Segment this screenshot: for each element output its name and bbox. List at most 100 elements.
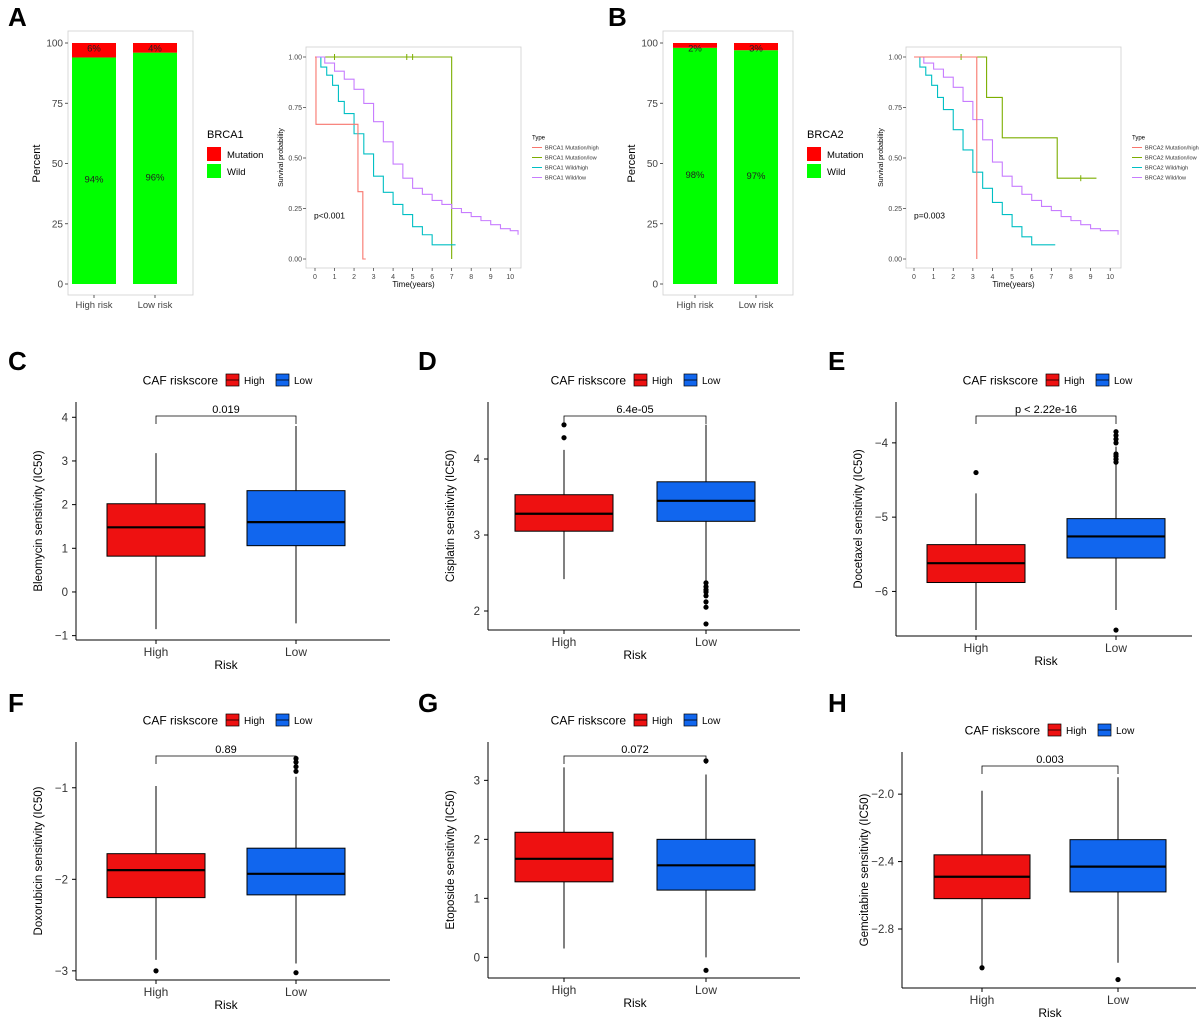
boxplot-d: CAF riskscore High Low 2 3 4 Cisplatin sensiti… xyxy=(445,374,800,662)
outlier-point xyxy=(703,580,709,586)
bar-chart-a: 0 25 50 75 100 Percent 94% 6% High risk 96% 4% Low … xyxy=(31,30,263,311)
y-tick-label: 75 xyxy=(52,99,64,110)
legend-swatch-wild xyxy=(207,164,221,178)
y-tick-label: 1 xyxy=(62,543,68,555)
outlier-point xyxy=(1113,436,1119,442)
x-tick-label: Low xyxy=(285,645,307,659)
significance-bracket xyxy=(981,765,1119,774)
x-tick-label: 10 xyxy=(506,274,514,281)
panel-letter-d: D xyxy=(418,346,437,376)
y-tick-label: 0.00 xyxy=(288,257,302,264)
y-tick-label: −2 xyxy=(55,874,68,886)
y-tick-label: 50 xyxy=(647,159,659,170)
box-high xyxy=(106,503,206,557)
legend-label-low: Low xyxy=(294,716,313,727)
x-tick-label: 1 xyxy=(932,274,936,281)
y-tick-label: 0.00 xyxy=(888,257,902,264)
x-tick-label: Low risk xyxy=(739,300,774,311)
y-tick-label: −5 xyxy=(875,512,888,524)
outlier-point xyxy=(703,967,709,973)
bar-mutation xyxy=(673,43,717,48)
y-tick-label: 1 xyxy=(474,893,480,905)
x-tick-label: 6 xyxy=(430,274,434,281)
x-tick-label: High xyxy=(144,645,169,659)
outlier-point xyxy=(1113,459,1119,465)
x-tick-label: Low xyxy=(285,985,307,999)
y-tick-label: 0 xyxy=(474,952,480,964)
p-value-label: 0.003 xyxy=(1036,754,1064,766)
legend-label-wild: Wild xyxy=(227,167,245,178)
y-tick-label: −1 xyxy=(55,631,68,643)
bar-chart-b: 0 25 50 75 100 Percent 98% 2% High risk 97% 3% Low … xyxy=(626,30,863,311)
x-axis-label: Risk xyxy=(214,658,238,672)
legend-label-low: Low xyxy=(294,376,313,387)
x-tick-label: 5 xyxy=(411,274,415,281)
y-tick-label: 0 xyxy=(57,280,63,291)
x-axis-label: Risk xyxy=(214,998,238,1012)
survival-curve xyxy=(914,56,1056,246)
bar-value-label-wild: 96% xyxy=(145,172,165,183)
y-axis-label: Percent xyxy=(31,145,43,183)
y-tick-label: 2 xyxy=(474,606,480,618)
y-tick-label: 100 xyxy=(641,39,658,50)
bar-mutation xyxy=(734,43,778,51)
y-axis-label: Etoposide sensitivity (IC50) xyxy=(445,790,457,930)
x-tick-label: 0 xyxy=(912,274,916,281)
legend-label-high: High xyxy=(244,376,265,387)
x-tick-label: 5 xyxy=(1010,274,1014,281)
y-tick-label: 3 xyxy=(62,456,68,468)
x-tick-label: 10 xyxy=(1106,274,1114,281)
bar-value-label-wild: 98% xyxy=(685,170,705,181)
legend-label-high: High xyxy=(652,716,673,727)
x-tick-label: High xyxy=(144,985,169,999)
x-tick-label: 3 xyxy=(971,274,975,281)
outlier-point xyxy=(561,422,567,428)
x-tick-label: High xyxy=(970,993,995,1007)
p-value-label: 6.4e-05 xyxy=(616,404,653,416)
legend-title: CAF riskscore xyxy=(965,724,1041,738)
panel-letter-h: H xyxy=(828,688,847,718)
p-value-annotation: p=0.003 xyxy=(914,211,945,221)
significance-bracket xyxy=(155,415,297,424)
x-tick-label: 4 xyxy=(391,274,395,281)
x-tick-label: 6 xyxy=(1030,274,1034,281)
panel-letter-a: A xyxy=(8,2,27,32)
outlier-point xyxy=(1113,432,1119,439)
bar-value-label-mutation: 6% xyxy=(87,44,101,55)
legend-label: BRCA2 Mutation/low xyxy=(1145,156,1198,162)
p-value-label: p < 2.22e-16 xyxy=(1015,404,1077,416)
box-low xyxy=(1066,518,1166,559)
panel-letter-e: E xyxy=(828,346,845,376)
x-tick-label: High risk xyxy=(76,300,113,311)
bar-value-label-mutation: 4% xyxy=(148,44,162,55)
legend-label: BRCA1 Mutation/low xyxy=(545,156,598,162)
legend-swatch-mutation xyxy=(207,147,221,161)
legend-label-low: Low xyxy=(702,716,721,727)
bar-value-label-wild: 94% xyxy=(84,175,104,186)
plot-frame xyxy=(662,30,794,296)
x-axis-label: Risk xyxy=(623,648,647,662)
x-tick-label: Low risk xyxy=(138,300,173,311)
x-tick-label: 8 xyxy=(469,274,473,281)
bar-value-label-mutation: 3% xyxy=(749,44,763,55)
survival-curve xyxy=(315,56,453,259)
plot-frame xyxy=(905,46,1122,269)
y-tick-label: 0 xyxy=(652,280,658,291)
legend-label: BRCA1 Wild/low xyxy=(545,176,587,182)
significance-bracket xyxy=(563,415,707,424)
y-axis-label: Bleomycin sensitivity (IC50) xyxy=(33,450,45,591)
x-tick-label: 7 xyxy=(1049,274,1053,281)
x-tick-label: 1 xyxy=(333,274,337,281)
bar-mutation xyxy=(72,43,116,58)
y-tick-label: −6 xyxy=(875,586,888,598)
legend-title: CAF riskscore xyxy=(551,714,627,728)
panel-letter-b: B xyxy=(608,2,627,32)
outlier-point xyxy=(1113,440,1119,446)
x-tick-label: Low xyxy=(695,635,717,649)
survival-curve xyxy=(914,56,1097,179)
box-low xyxy=(246,490,346,547)
y-tick-label: −4 xyxy=(875,438,889,450)
x-tick-label: 4 xyxy=(991,274,995,281)
y-tick-label: 0.25 xyxy=(888,206,902,213)
